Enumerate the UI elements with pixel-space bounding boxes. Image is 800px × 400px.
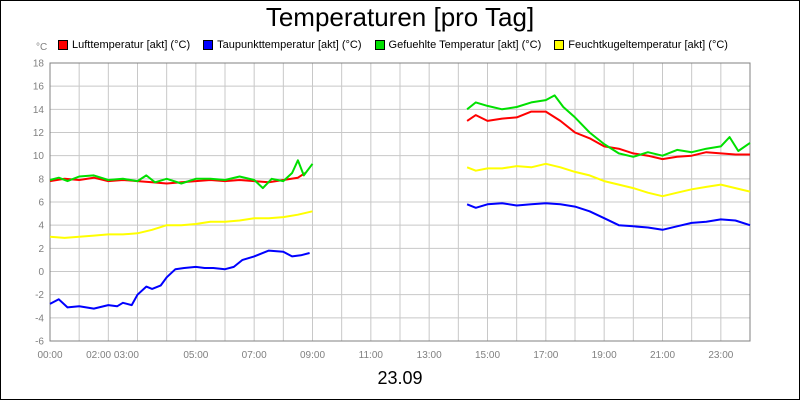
legend-label-lufttemperatur: Lufttemperatur [akt] (°C) xyxy=(72,39,191,51)
legend-swatch-taupunkttemperatur xyxy=(203,40,214,50)
y-axis-unit: °C xyxy=(36,42,48,53)
series-line-1 xyxy=(466,202,751,231)
chart-title: Temperaturen [pro Tag] xyxy=(265,2,535,32)
legend-swatch-lufttemperatur xyxy=(58,40,68,50)
legend-item-lufttemperatur: Lufttemperatur [akt] (°C) xyxy=(58,39,190,51)
series-line-3 xyxy=(49,210,313,239)
x-tick-label: 00:00 xyxy=(37,350,62,361)
legend-item-feuchtkugeltemperatur: Feuchtkugeltemperatur [akt] (°C) xyxy=(554,39,728,51)
y-tick-label: 6 xyxy=(38,198,44,209)
x-tick-label: 15:00 xyxy=(475,350,500,361)
x-tick-label: 19:00 xyxy=(592,350,617,361)
legend-swatch-gefuehlte-temperatur xyxy=(374,40,385,50)
y-tick-label: -6 xyxy=(35,337,44,348)
y-tick-label: 2 xyxy=(38,244,44,255)
y-tick-label: 10 xyxy=(33,151,45,162)
series-line-0 xyxy=(466,110,750,161)
legend-swatch-feuchtkugeltemperatur xyxy=(554,40,565,50)
legend-label-taupunkttemperatur: Taupunkttemperatur [akt] (°C) xyxy=(217,39,362,51)
x-tick-label: 11:00 xyxy=(359,350,384,361)
y-tick-label: 18 xyxy=(33,59,45,70)
y-tick-label: -4 xyxy=(35,313,44,324)
y-tick-label: 8 xyxy=(38,174,44,185)
x-tick-label: 02:00 03:00 xyxy=(86,350,139,361)
plot-border xyxy=(49,62,751,342)
series-line-1 xyxy=(49,249,310,310)
x-tick-label: 23:00 xyxy=(708,350,733,361)
legend: Lufttemperatur [akt] (°C) Taupunkttemper… xyxy=(58,38,741,52)
legend-label-feuchtkugeltemperatur: Feuchtkugeltemperatur [akt] (°C) xyxy=(568,39,728,51)
x-tick-label: 21:00 xyxy=(650,350,675,361)
series-line-2 xyxy=(49,159,314,190)
x-tick-label: 13:00 xyxy=(417,350,442,361)
y-tick-label: 4 xyxy=(38,221,44,232)
x-axis-date-label: 23.09 xyxy=(377,368,423,388)
legend-item-taupunkttemperatur: Taupunkttemperatur [akt] (°C) xyxy=(203,39,362,51)
y-tick-label: -2 xyxy=(35,290,44,301)
x-tick-label: 09:00 xyxy=(300,350,325,361)
y-tick-label: 0 xyxy=(38,267,44,278)
y-tick-label: 14 xyxy=(33,105,45,116)
x-tick-label: 17:00 xyxy=(533,350,558,361)
series-line-2 xyxy=(466,94,751,158)
y-tick-label: 12 xyxy=(33,128,45,139)
x-tick-label: 07:00 xyxy=(242,350,267,361)
x-tick-label: 05:00 xyxy=(183,350,208,361)
y-tick-label: 16 xyxy=(33,82,45,93)
legend-label-gefuehlte-temperatur: Gefuehlte Temperatur [akt] (°C) xyxy=(388,39,542,51)
series-line-3 xyxy=(466,162,751,198)
legend-item-gefuehlte-temperatur: Gefuehlte Temperatur [akt] (°C) xyxy=(374,39,542,51)
